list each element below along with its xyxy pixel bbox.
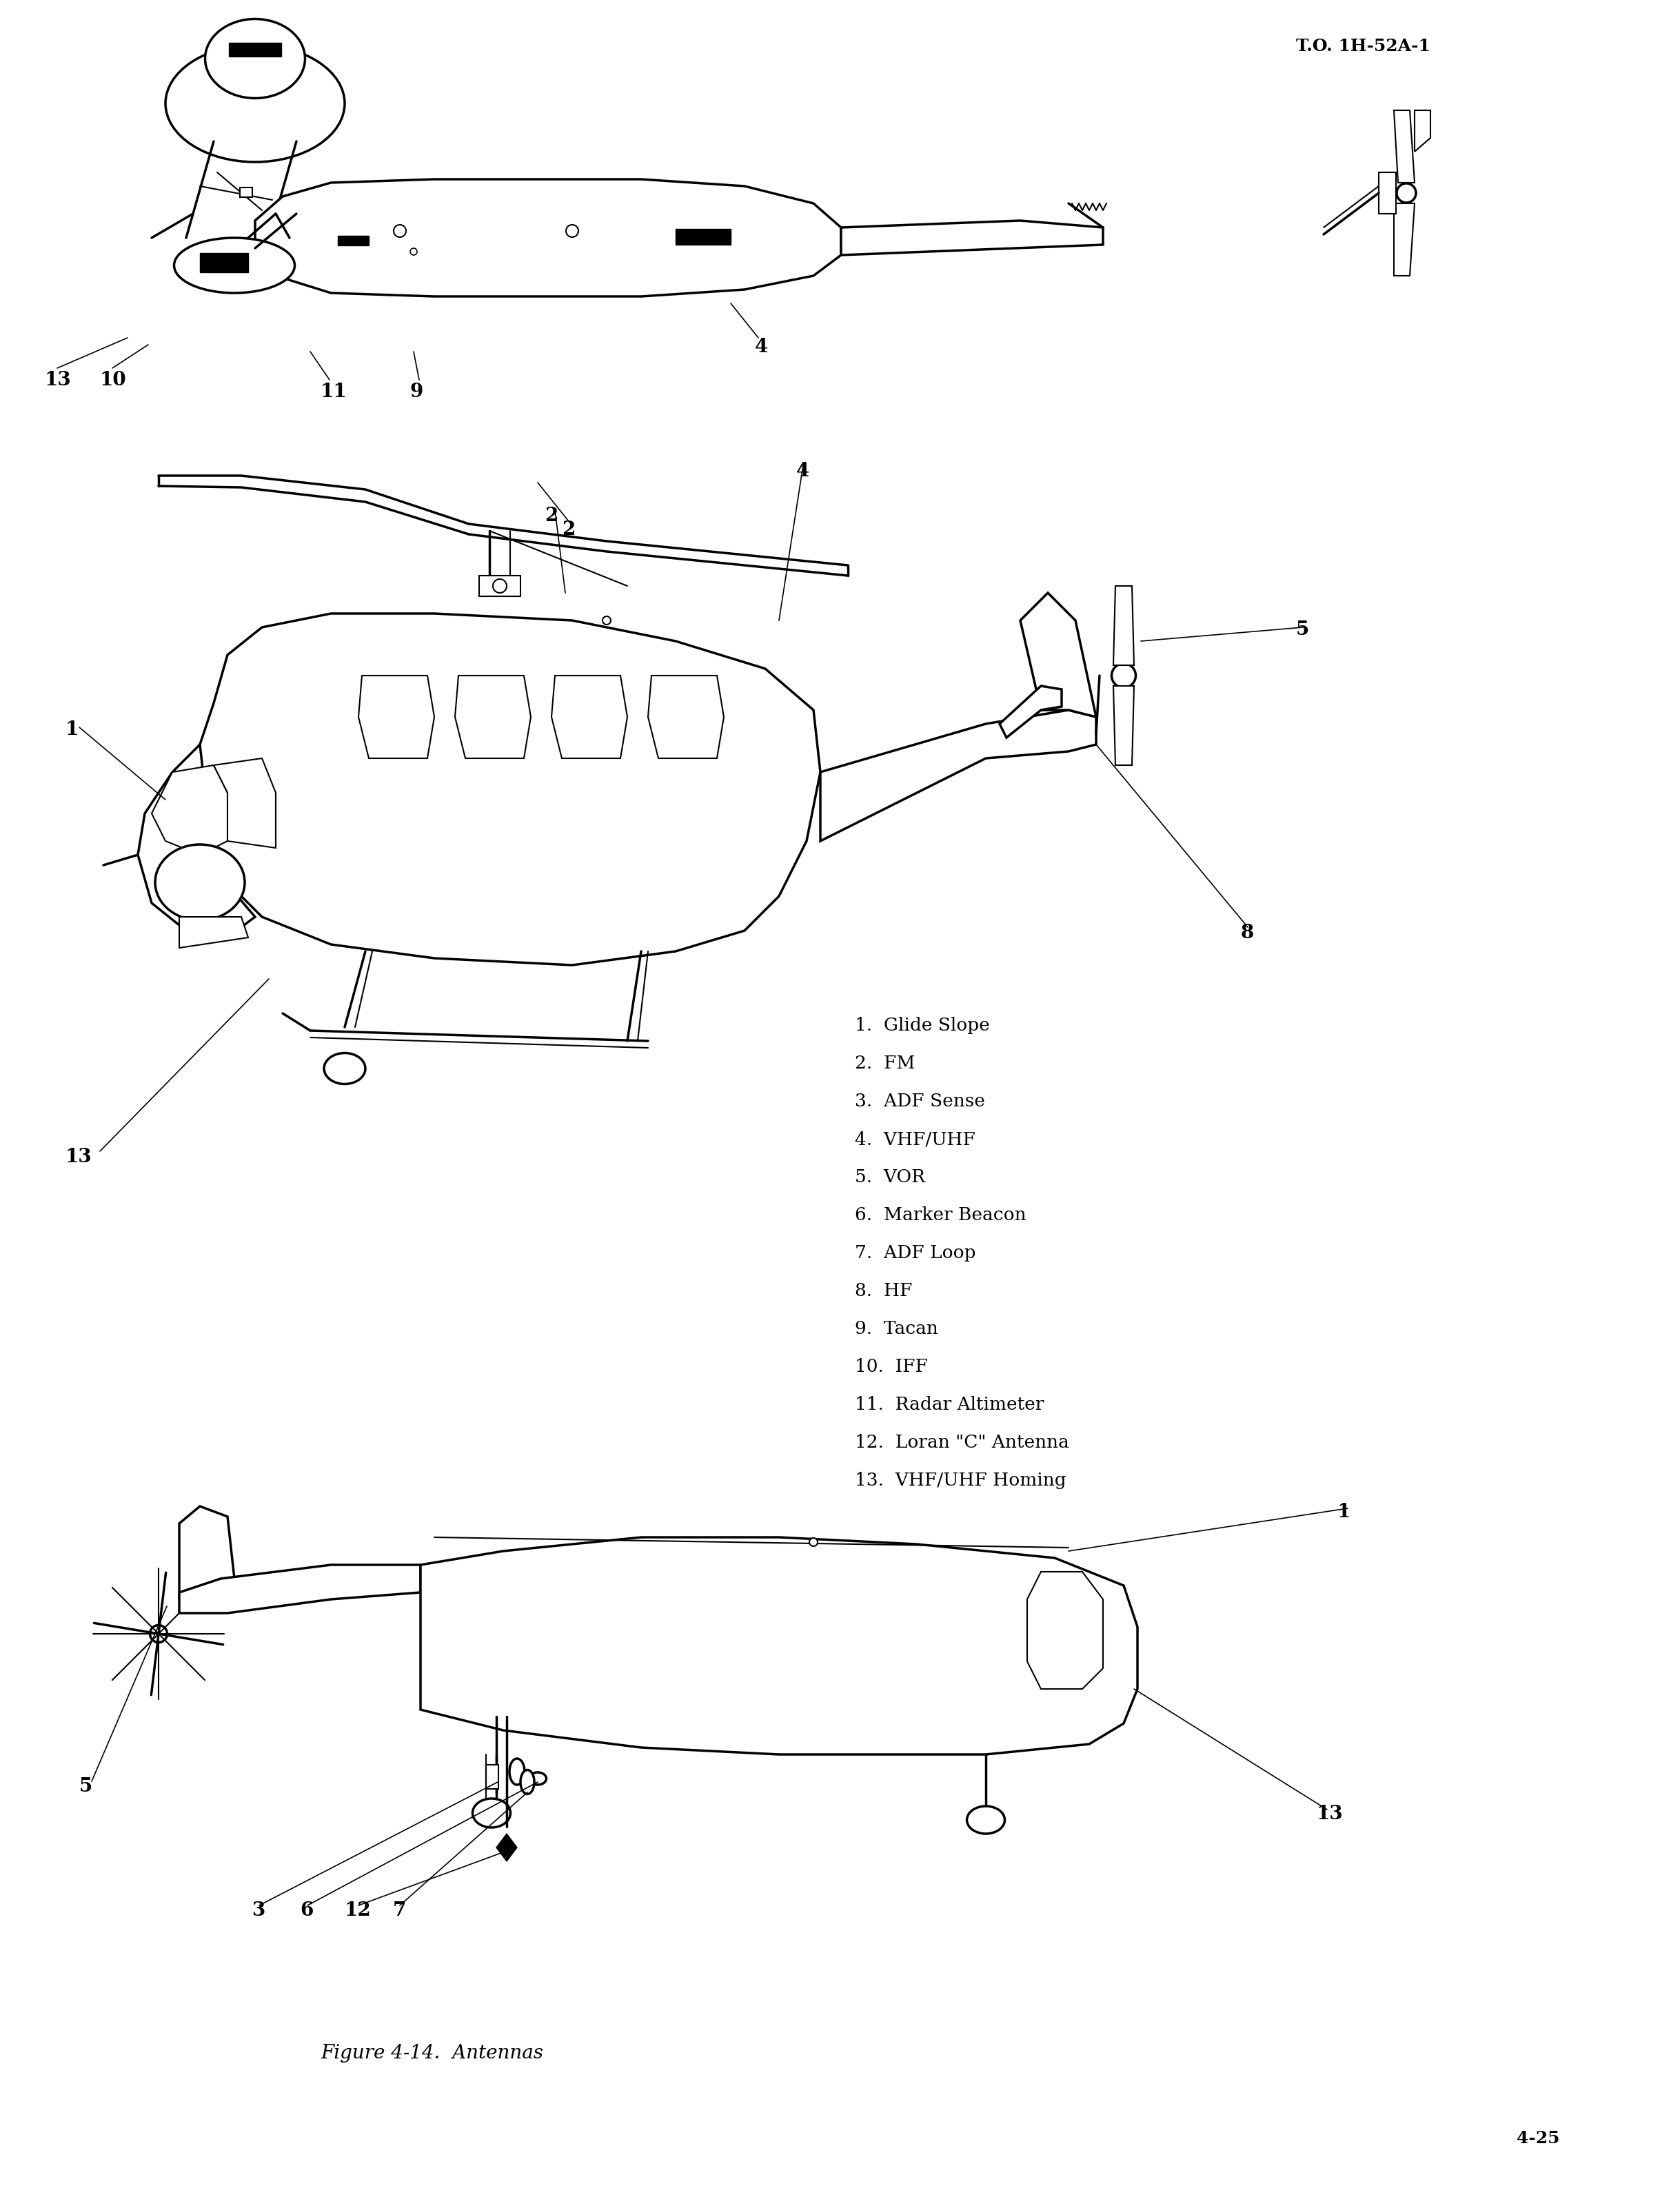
Text: 8.  HF: 8. HF bbox=[855, 1283, 912, 1298]
Bar bbox=[486, 1764, 499, 1788]
Polygon shape bbox=[180, 1507, 235, 1599]
Text: 5: 5 bbox=[1295, 620, 1309, 639]
Ellipse shape bbox=[175, 237, 294, 292]
Polygon shape bbox=[338, 235, 370, 246]
Ellipse shape bbox=[410, 248, 417, 255]
Text: 9.  Tacan: 9. Tacan bbox=[855, 1320, 937, 1338]
Text: 1.  Glide Slope: 1. Glide Slope bbox=[855, 1017, 990, 1035]
Ellipse shape bbox=[492, 580, 507, 593]
Polygon shape bbox=[1114, 587, 1134, 666]
Polygon shape bbox=[551, 674, 627, 758]
Polygon shape bbox=[151, 765, 227, 855]
Text: 1: 1 bbox=[66, 721, 79, 738]
Text: 13: 13 bbox=[1317, 1804, 1344, 1824]
Ellipse shape bbox=[529, 1773, 546, 1784]
Text: 12: 12 bbox=[344, 1900, 371, 1920]
Ellipse shape bbox=[1396, 182, 1416, 202]
Ellipse shape bbox=[509, 1758, 524, 1784]
Text: 9: 9 bbox=[410, 382, 423, 402]
Ellipse shape bbox=[155, 844, 245, 921]
Polygon shape bbox=[842, 220, 1104, 255]
Polygon shape bbox=[1394, 204, 1415, 277]
Polygon shape bbox=[213, 758, 276, 848]
Polygon shape bbox=[255, 180, 842, 297]
Bar bbox=[240, 187, 252, 198]
Polygon shape bbox=[138, 745, 255, 938]
Text: 2: 2 bbox=[544, 508, 558, 525]
Text: 4: 4 bbox=[796, 461, 810, 481]
Polygon shape bbox=[1379, 171, 1396, 213]
Ellipse shape bbox=[324, 1052, 365, 1083]
Polygon shape bbox=[1415, 110, 1430, 152]
Text: 2.  FM: 2. FM bbox=[855, 1055, 916, 1072]
Polygon shape bbox=[648, 674, 724, 758]
Text: 10.  IFF: 10. IFF bbox=[855, 1358, 927, 1375]
Ellipse shape bbox=[566, 224, 578, 237]
Polygon shape bbox=[820, 710, 1095, 841]
Polygon shape bbox=[180, 916, 249, 947]
Polygon shape bbox=[420, 1538, 1137, 1755]
Polygon shape bbox=[200, 253, 249, 272]
Polygon shape bbox=[1394, 110, 1415, 182]
Polygon shape bbox=[455, 674, 531, 758]
Text: 10: 10 bbox=[99, 371, 126, 389]
Text: 1: 1 bbox=[1337, 1503, 1351, 1523]
Text: 3.  ADF Sense: 3. ADF Sense bbox=[855, 1092, 984, 1109]
Ellipse shape bbox=[1112, 663, 1136, 688]
Polygon shape bbox=[200, 613, 820, 964]
Polygon shape bbox=[1020, 593, 1095, 716]
Text: 11: 11 bbox=[321, 382, 348, 402]
Polygon shape bbox=[1026, 1571, 1104, 1689]
Bar bbox=[479, 576, 521, 595]
Polygon shape bbox=[228, 42, 281, 57]
Text: 3: 3 bbox=[252, 1900, 265, 1920]
Polygon shape bbox=[1114, 685, 1134, 765]
Text: 8: 8 bbox=[1242, 923, 1255, 943]
Text: 6: 6 bbox=[299, 1900, 312, 1920]
Ellipse shape bbox=[165, 44, 344, 163]
Text: 2: 2 bbox=[561, 521, 575, 538]
Ellipse shape bbox=[150, 1626, 168, 1643]
Text: 7.  ADF Loop: 7. ADF Loop bbox=[855, 1244, 976, 1261]
Ellipse shape bbox=[393, 224, 407, 237]
Text: 13: 13 bbox=[66, 1147, 92, 1167]
Polygon shape bbox=[358, 674, 435, 758]
Text: 11.  Radar Altimeter: 11. Radar Altimeter bbox=[855, 1395, 1043, 1413]
Text: 6.  Marker Beacon: 6. Marker Beacon bbox=[855, 1206, 1026, 1224]
Text: 4: 4 bbox=[754, 338, 768, 356]
Text: 7: 7 bbox=[393, 1900, 407, 1920]
Text: 4.  VHF/UHF: 4. VHF/UHF bbox=[855, 1131, 976, 1147]
Ellipse shape bbox=[603, 617, 612, 624]
Polygon shape bbox=[675, 228, 731, 244]
Polygon shape bbox=[180, 1564, 420, 1613]
Ellipse shape bbox=[810, 1538, 818, 1547]
Polygon shape bbox=[496, 1834, 517, 1861]
Text: 5: 5 bbox=[79, 1777, 92, 1795]
Ellipse shape bbox=[472, 1799, 511, 1828]
Ellipse shape bbox=[521, 1771, 534, 1795]
Text: Figure 4-14.  Antennas: Figure 4-14. Antennas bbox=[321, 2043, 543, 2063]
Polygon shape bbox=[1000, 685, 1062, 738]
Text: 4-25: 4-25 bbox=[1517, 2131, 1559, 2146]
Text: 13.  VHF/UHF Homing: 13. VHF/UHF Homing bbox=[855, 1472, 1067, 1490]
Ellipse shape bbox=[205, 20, 306, 99]
Ellipse shape bbox=[968, 1806, 1005, 1834]
Text: 5.  VOR: 5. VOR bbox=[855, 1169, 926, 1186]
Text: 12.  Loran "C" Antenna: 12. Loran "C" Antenna bbox=[855, 1435, 1068, 1450]
Text: 13: 13 bbox=[45, 371, 72, 389]
Text: T.O. 1H-52A-1: T.O. 1H-52A-1 bbox=[1295, 37, 1430, 55]
